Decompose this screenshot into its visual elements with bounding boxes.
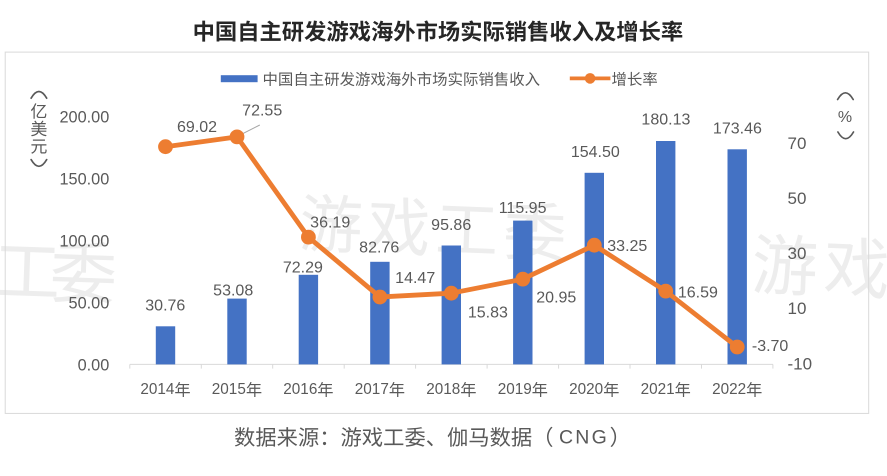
svg-text:30.76: 30.76 <box>145 297 185 314</box>
svg-text:33.25: 33.25 <box>607 238 647 255</box>
svg-text:115.95: 115.95 <box>499 200 547 217</box>
svg-text:2015: 2015 <box>212 381 246 398</box>
svg-text:2016: 2016 <box>283 381 317 398</box>
svg-text:72.29: 72.29 <box>283 260 323 277</box>
svg-text:20.95: 20.95 <box>536 290 576 307</box>
svg-text:%: % <box>838 109 852 126</box>
svg-text:180.13: 180.13 <box>641 111 690 128</box>
svg-text:95.86: 95.86 <box>431 217 471 234</box>
svg-text:50.00: 50.00 <box>69 295 110 313</box>
svg-text:10: 10 <box>788 299 807 318</box>
svg-text:36.19: 36.19 <box>310 214 350 231</box>
svg-text:2020: 2020 <box>569 381 603 398</box>
svg-text:2019: 2019 <box>498 381 532 398</box>
svg-text:50: 50 <box>788 189 807 208</box>
svg-text:-10: -10 <box>788 354 813 373</box>
svg-text:82.76: 82.76 <box>359 240 399 257</box>
svg-text:150.00: 150.00 <box>59 171 109 189</box>
svg-text:15.83: 15.83 <box>468 304 508 321</box>
svg-text:70: 70 <box>788 134 807 153</box>
svg-text:53.08: 53.08 <box>213 283 253 300</box>
svg-text:173.46: 173.46 <box>713 121 762 138</box>
svg-text:72.55: 72.55 <box>242 103 282 120</box>
svg-text:2014: 2014 <box>140 381 175 398</box>
svg-text:CNG: CNG <box>559 427 609 449</box>
svg-text:2018: 2018 <box>426 381 460 398</box>
svg-text:14.47: 14.47 <box>395 270 435 287</box>
svg-text:0.00: 0.00 <box>78 357 110 375</box>
svg-text:2021: 2021 <box>641 381 675 398</box>
svg-text:30: 30 <box>788 244 807 263</box>
svg-text:2022: 2022 <box>712 381 746 398</box>
svg-text:16.59: 16.59 <box>678 285 718 302</box>
svg-text:200.00: 200.00 <box>59 109 109 127</box>
svg-text:-3.70: -3.70 <box>752 338 789 355</box>
svg-text:69.02: 69.02 <box>177 119 217 136</box>
svg-text:100.00: 100.00 <box>59 233 109 251</box>
svg-text:2017: 2017 <box>355 381 389 398</box>
svg-text:154.50: 154.50 <box>571 144 620 161</box>
